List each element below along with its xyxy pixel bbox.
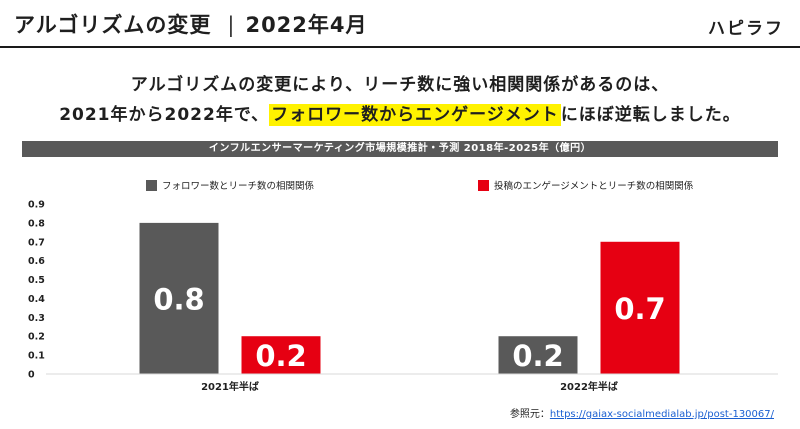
y-tick-label: 0.1 — [28, 351, 45, 362]
bar-value-label: 0.2 — [255, 339, 306, 373]
y-tick-label: 0.9 — [28, 200, 45, 211]
reference: 参照元：https://gaiax-socialmedialab.jp/post… — [510, 405, 774, 420]
reference-label: 参照元： — [509, 409, 550, 420]
y-tick-label: 0 — [28, 370, 35, 381]
y-tick-label: 0.7 — [28, 237, 45, 248]
headline-prefix: 2021年から2022年で、 — [59, 105, 270, 125]
title-date: 2022年4月 — [245, 13, 368, 37]
y-tick-label: 0.2 — [28, 332, 45, 343]
headline-line-2: 2021年から2022年で、 フォロワー数からエンゲージメント にほぼ逆転しました。 — [0, 100, 800, 130]
y-axis: 0 0.1 0.2 0.3 0.4 0.5 0.6 0.7 0.8 0.9 — [28, 200, 45, 381]
bar-value-label: 0.2 — [512, 339, 563, 373]
title-bar: アルゴリズムの変更 | 2022年4月 ハピラフ — [0, 0, 800, 48]
y-tick-label: 0.3 — [28, 313, 45, 324]
title-text: アルゴリズムの変更 — [14, 13, 212, 37]
bar-engagement-0 — [241, 336, 321, 374]
title-underline — [0, 46, 800, 48]
page-title: アルゴリズムの変更 | 2022年4月 — [14, 9, 368, 39]
title-separator: | — [227, 13, 236, 37]
chart-banner: インフルエンサーマーケティング市場規模推計・予測 2018年-2025年（億円） — [22, 141, 778, 157]
legend-swatch-followers — [146, 180, 157, 191]
headline: アルゴリズムの変更により、リーチ数に強い相関関係があるのは、 2021年から20… — [0, 70, 800, 130]
bar-followers-1 — [498, 336, 578, 374]
headline-suffix: にほぼ逆転しました。 — [560, 105, 741, 125]
legend-swatch-engagement — [478, 180, 489, 191]
x-category-label: 2021年半ば — [201, 380, 259, 393]
y-tick-label: 0.8 — [28, 218, 45, 229]
reference-link[interactable]: https://gaiax-socialmedialab.jp/post-130… — [549, 409, 774, 420]
brand-logo: ハピラフ — [708, 19, 784, 39]
headline-highlight: フォロワー数からエンゲージメント — [269, 104, 561, 126]
chart-legend: フォロワー数とリーチ数の相関関係 投稿のエンゲージメントとリーチ数の相関関係 — [146, 180, 694, 192]
x-axis: 2021年半ば 2022年半ば — [46, 373, 778, 393]
bar-value-label: 0.7 — [614, 292, 665, 326]
y-tick-label: 0.4 — [28, 294, 45, 305]
legend-label-followers: フォロワー数とリーチ数の相関関係 — [162, 180, 315, 192]
x-category-label: 2022年半ば — [560, 380, 618, 393]
bar-value-label: 0.8 — [153, 282, 204, 316]
bar-engagement-1 — [600, 241, 680, 374]
bars: 0.8 0.2 0.2 0.7 — [139, 222, 680, 374]
y-tick-label: 0.6 — [28, 256, 45, 267]
y-tick-label: 0.5 — [28, 275, 45, 286]
headline-line-1: アルゴリズムの変更により、リーチ数に強い相関関係があるのは、 — [130, 75, 670, 95]
bar-followers-0 — [139, 222, 219, 374]
legend-label-engagement: 投稿のエンゲージメントとリーチ数の相関関係 — [494, 180, 694, 192]
